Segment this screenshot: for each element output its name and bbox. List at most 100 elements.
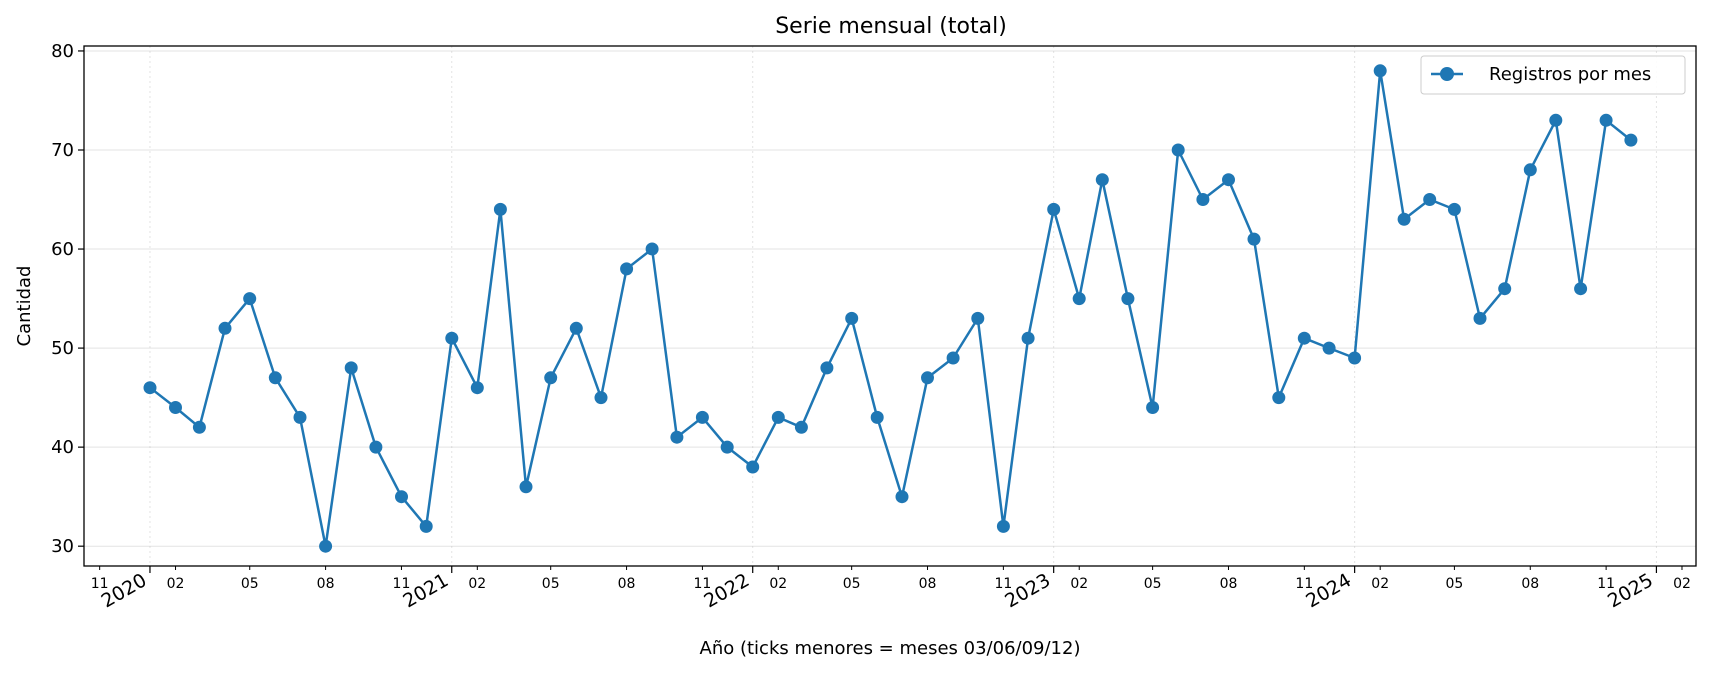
data-point[interactable]	[1549, 113, 1563, 127]
data-point[interactable]	[1272, 391, 1286, 405]
data-point[interactable]	[1047, 202, 1061, 216]
x-month-label: 05	[1445, 576, 1463, 592]
x-month-label: 02	[167, 576, 185, 592]
data-point[interactable]	[1146, 401, 1160, 414]
data-point[interactable]	[1599, 113, 1613, 127]
y-tick-label: 30	[51, 536, 74, 557]
data-point[interactable]	[319, 539, 333, 553]
y-tick-label: 60	[51, 239, 74, 260]
series-registros	[143, 64, 1638, 553]
data-point[interactable]	[268, 371, 282, 385]
x-month-label: 11	[91, 576, 109, 592]
data-point[interactable]	[293, 410, 307, 424]
data-point[interactable]	[645, 242, 659, 256]
x-month-label: 05	[843, 576, 861, 592]
x-month-label: 05	[542, 576, 560, 592]
data-point[interactable]	[594, 391, 608, 405]
data-point[interactable]	[1473, 311, 1487, 325]
data-point[interactable]	[1397, 212, 1411, 226]
legend-marker	[1440, 67, 1454, 81]
data-point[interactable]	[870, 410, 884, 424]
data-point[interactable]	[344, 361, 358, 375]
x-month-label: 02	[468, 576, 486, 592]
data-point[interactable]	[746, 460, 760, 474]
data-point[interactable]	[1222, 173, 1235, 187]
data-point[interactable]	[695, 410, 709, 424]
data-point[interactable]	[192, 420, 206, 434]
data-point[interactable]	[921, 371, 934, 385]
data-point[interactable]	[1498, 282, 1512, 296]
data-point[interactable]	[143, 381, 157, 395]
x-month-label: 05	[1144, 576, 1162, 592]
x-month-label: 11	[393, 576, 411, 592]
x-month-label: 08	[919, 576, 937, 592]
y-tick-label: 80	[51, 41, 74, 62]
data-point[interactable]	[670, 430, 684, 444]
data-point[interactable]	[895, 490, 909, 504]
data-point[interactable]	[395, 490, 408, 504]
x-month-label: 11	[1295, 576, 1313, 592]
chart-title: Serie mensual (total)	[775, 14, 1007, 39]
legend-label: Registros por mes	[1489, 64, 1651, 85]
data-point[interactable]	[419, 519, 433, 533]
data-point[interactable]	[820, 361, 834, 375]
data-point[interactable]	[1297, 331, 1311, 345]
data-point[interactable]	[1072, 292, 1086, 306]
data-point[interactable]	[1021, 331, 1035, 345]
data-point[interactable]	[445, 331, 459, 345]
data-point[interactable]	[1196, 193, 1210, 206]
data-point[interactable]	[1171, 143, 1185, 157]
grid	[84, 46, 1696, 566]
x-month-label: 11	[1597, 576, 1615, 592]
data-point[interactable]	[1447, 202, 1461, 216]
data-point[interactable]	[470, 381, 484, 395]
legend[interactable]: Registros por mes	[1420, 55, 1686, 95]
data-point[interactable]	[620, 262, 634, 276]
data-point[interactable]	[1373, 64, 1387, 78]
x-month-label: 08	[1521, 576, 1539, 592]
data-point[interactable]	[1095, 173, 1109, 187]
x-month-label: 08	[317, 576, 335, 592]
data-point[interactable]	[771, 410, 785, 424]
data-point[interactable]	[369, 440, 383, 454]
data-point[interactable]	[1624, 133, 1638, 147]
data-point[interactable]	[1322, 341, 1336, 355]
x-month-label: 08	[618, 576, 636, 592]
legend-box	[1420, 55, 1686, 95]
data-point[interactable]	[169, 401, 182, 414]
data-point[interactable]	[1348, 351, 1362, 365]
x-month-label: 02	[1371, 576, 1389, 592]
data-point[interactable]	[1574, 282, 1588, 296]
data-point[interactable]	[243, 292, 257, 306]
x-month-label: 11	[994, 576, 1012, 592]
data-point[interactable]	[218, 321, 232, 335]
plot-frame	[83, 45, 1697, 567]
data-point[interactable]	[1523, 163, 1537, 177]
x-month-label: 08	[1220, 576, 1238, 592]
data-point[interactable]	[569, 321, 583, 335]
y-axis-label: Cantidad	[14, 266, 35, 347]
data-point[interactable]	[519, 480, 533, 494]
y-tick-label: 70	[51, 140, 74, 161]
x-month-label: 11	[694, 576, 712, 592]
data-point[interactable]	[996, 519, 1010, 533]
x-month-label: 05	[241, 576, 259, 592]
y-tick-label: 40	[51, 437, 74, 458]
data-point[interactable]	[946, 351, 960, 365]
data-point[interactable]	[971, 311, 985, 325]
data-point[interactable]	[1247, 232, 1261, 246]
data-point[interactable]	[794, 420, 808, 434]
data-point[interactable]	[845, 311, 859, 325]
data-point[interactable]	[544, 371, 558, 385]
data-point[interactable]	[493, 202, 507, 216]
x-axis-label: Año (ticks menores = meses 03/06/09/12)	[700, 638, 1081, 659]
series-line	[149, 69, 1632, 548]
x-month-label: 02	[769, 576, 787, 592]
x-month-label: 02	[1070, 576, 1088, 592]
data-point[interactable]	[1121, 292, 1135, 306]
x-month-label: 02	[1673, 576, 1691, 592]
data-point[interactable]	[1423, 193, 1437, 206]
data-point[interactable]	[720, 440, 734, 454]
